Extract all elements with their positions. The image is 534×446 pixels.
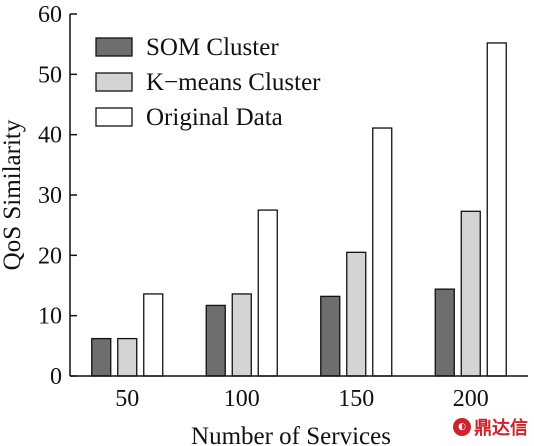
bars bbox=[91, 42, 507, 377]
legend-swatch bbox=[95, 37, 133, 57]
y-tick-label: 10 bbox=[38, 304, 62, 330]
legend-label: K−means Cluster bbox=[146, 69, 321, 96]
y-tick-label: 0 bbox=[50, 364, 62, 390]
legend-label: Original Data bbox=[146, 104, 283, 131]
x-axis-ticks: 50 100 150 200 bbox=[115, 386, 489, 412]
y-tick-label: 60 bbox=[38, 2, 62, 28]
bar-original-data-50 bbox=[143, 293, 164, 377]
bar-k-means-cluster-200 bbox=[460, 210, 481, 377]
y-tick-label: 40 bbox=[38, 123, 62, 149]
bar-k-means-cluster-50 bbox=[117, 337, 138, 377]
x-tick-label: 50 bbox=[115, 386, 139, 412]
legend-swatch bbox=[95, 72, 133, 92]
x-axis-title: Number of Services bbox=[191, 423, 391, 446]
bar-som-cluster-100 bbox=[205, 304, 226, 377]
x-tick-label: 200 bbox=[453, 386, 489, 412]
logo-icon: ◐ bbox=[453, 418, 471, 436]
watermark: ◐ 鼎达信 bbox=[453, 414, 528, 440]
y-tick-label: 50 bbox=[38, 62, 62, 88]
watermark-text: 鼎达信 bbox=[474, 418, 528, 439]
x-tick-label: 150 bbox=[338, 386, 374, 412]
legend-label: SOM Cluster bbox=[146, 34, 279, 61]
y-axis-ticks: 0 10 20 30 40 50 60 bbox=[38, 2, 77, 390]
bar-original-data-100 bbox=[257, 209, 278, 377]
legend-swatch bbox=[95, 107, 133, 127]
bar-original-data-150 bbox=[372, 127, 393, 377]
y-axis-title: QoS Similarity bbox=[0, 119, 26, 270]
bar-k-means-cluster-100 bbox=[231, 293, 252, 377]
y-tick-label: 20 bbox=[38, 243, 62, 269]
legend: SOM Cluster K−means Cluster Original Data bbox=[95, 34, 321, 131]
bar-som-cluster-50 bbox=[91, 337, 112, 377]
bar-som-cluster-200 bbox=[434, 288, 455, 377]
bar-k-means-cluster-150 bbox=[346, 251, 367, 377]
bar-som-cluster-150 bbox=[320, 295, 341, 377]
y-tick-label: 30 bbox=[38, 183, 62, 209]
bar-original-data-200 bbox=[486, 42, 507, 377]
x-tick-label: 100 bbox=[224, 386, 260, 412]
